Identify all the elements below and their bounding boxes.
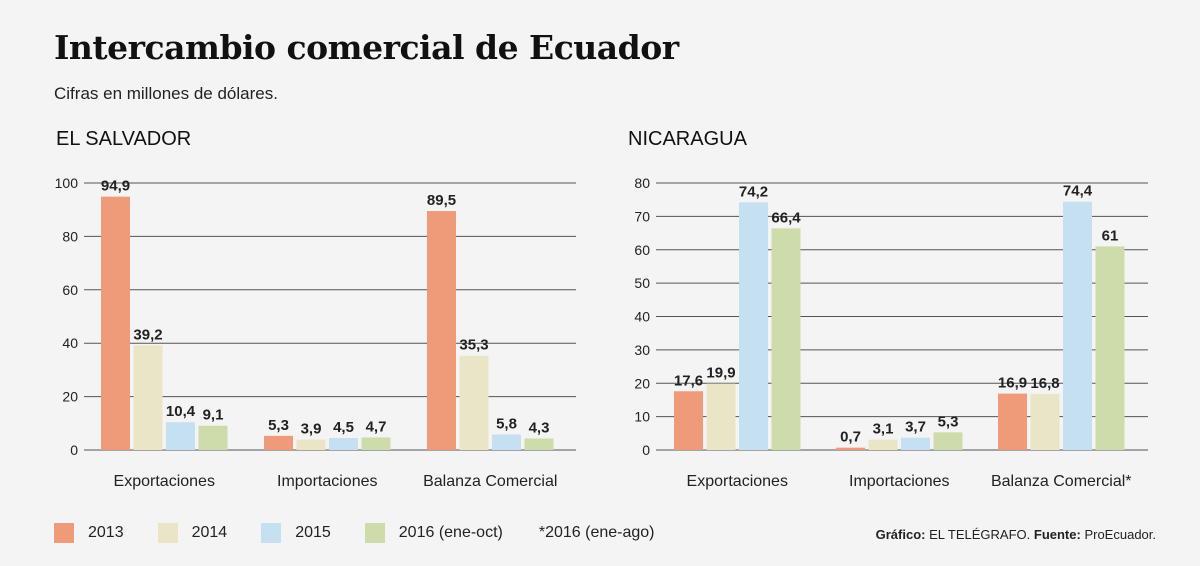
el-salvador-y-tick-label: 40 <box>62 335 78 351</box>
nicaragua-bar-exportaciones-2014 <box>706 383 736 450</box>
el-salvador-y-tick-label: 0 <box>70 442 78 458</box>
credit-line: Gráfico: EL TELÉGRAFO. Fuente: ProEcuado… <box>876 527 1156 542</box>
legend-item-2016: 2016 (ene-oct) <box>364 523 503 543</box>
nicaragua-bar-exportaciones-2015 <box>739 202 768 450</box>
nicaragua-data-label: 66,4 <box>771 209 801 226</box>
nicaragua-y-tick-label: 40 <box>634 309 650 325</box>
el-salvador-y-tick-label: 20 <box>62 389 78 405</box>
el-salvador-bar-exportaciones-2015 <box>166 422 195 450</box>
nicaragua-data-label: 16,8 <box>1030 375 1059 392</box>
chart-nicaragua: 0 10 20 30 40 50 60 70 80 17,6 19,9 74,266,4 Exporta… <box>634 175 1148 490</box>
nicaragua-bar-balanza-comercial-2016-ene-oct <box>1095 246 1125 450</box>
el-salvador-data-label: 4,3 <box>529 420 550 437</box>
el-salvador-category-label: Balanza Comercial <box>423 473 557 490</box>
el-salvador-category-label: Importaciones <box>277 473 378 490</box>
el-salvador-bar-importaciones-2013 <box>264 435 293 450</box>
nicaragua-category-label: Exportaciones <box>687 473 788 490</box>
credit-fuente-label: Fuente: <box>1033 527 1081 542</box>
nicaragua-y-tick-label: 20 <box>634 375 650 391</box>
legend-swatch-2013 <box>54 523 74 543</box>
nicaragua-data-label: 19,9 <box>706 365 735 382</box>
legend-item-2015: 2015 <box>261 523 331 543</box>
legend-swatch-2016 <box>364 523 385 543</box>
legend-item-2013: 2013 <box>54 523 124 543</box>
nicaragua-bar-importaciones-2016-ene-oct <box>933 432 963 450</box>
el-salvador-data-label: 94,9 <box>101 178 130 195</box>
nicaragua-data-label: 17,6 <box>674 372 703 389</box>
nicaragua-y-tick-label: 30 <box>634 342 650 358</box>
credit-fuente-value: ProEcuador. <box>1084 527 1156 542</box>
legend: 2013 2014 2015 2016 (ene-oct) *2016 (ene… <box>54 523 654 543</box>
nicaragua-data-label: 74,2 <box>739 183 768 200</box>
el-salvador-bar-balanza-comercial-2015 <box>492 434 521 450</box>
credit-grafico-label: Gráfico: <box>875 527 926 542</box>
el-salvador-bar-exportaciones-2013 <box>101 196 130 450</box>
legend-footnote: *2016 (ene-ago) <box>538 524 655 541</box>
legend-label-2014: 2014 <box>191 524 228 541</box>
el-salvador-data-label: 3,9 <box>301 421 322 438</box>
nicaragua-bar-exportaciones-2016-ene-oct <box>771 228 801 450</box>
nicaragua-category-label: Balanza Comercial* <box>991 473 1132 490</box>
el-salvador-bar-balanza-comercial-2016-ene-oct <box>524 438 554 450</box>
el-salvador-y-tick-label: 60 <box>62 282 78 298</box>
nicaragua-y-tick-label: 50 <box>634 275 650 291</box>
panel-title-el-salvador: EL SALVADOR <box>56 128 192 150</box>
panel-title-nicaragua: NICARAGUA <box>628 128 747 150</box>
nicaragua-bar-balanza-comercial-2015 <box>1063 201 1092 450</box>
legend-label-2015: 2015 <box>295 524 331 541</box>
page-subtitle: Cifras en millones de dólares. <box>54 84 278 103</box>
nicaragua-data-label: 16,9 <box>998 375 1027 392</box>
nicaragua-data-label: 61 <box>1102 227 1119 244</box>
nicaragua-bar-balanza-comercial-2014 <box>1030 393 1060 450</box>
nicaragua-bar-importaciones-2015 <box>901 437 930 450</box>
el-salvador-data-label: 4,5 <box>333 419 354 436</box>
legend-swatch-2015 <box>261 523 282 543</box>
el-salvador-bar-balanza-comercial-2013 <box>427 211 456 450</box>
nicaragua-y-tick-label: 70 <box>634 208 650 224</box>
legend-item-2014: 2014 <box>157 523 228 543</box>
page-title: Intercambio comercial de Ecuador <box>54 28 679 67</box>
el-salvador-data-label: 5,3 <box>268 417 289 434</box>
el-salvador-y-tick-label: 100 <box>55 175 79 191</box>
el-salvador-bar-balanza-comercial-2014 <box>459 355 489 450</box>
el-salvador-bar-importaciones-2015 <box>329 437 358 450</box>
el-salvador-bar-importaciones-2014 <box>296 439 326 450</box>
nicaragua-data-label: 74,4 <box>1063 183 1093 200</box>
el-salvador-data-label: 89,5 <box>427 192 456 209</box>
nicaragua-bar-balanza-comercial-2013 <box>998 393 1027 450</box>
nicaragua-y-tick-label: 60 <box>634 242 650 258</box>
nicaragua-data-label: 0,7 <box>840 429 861 446</box>
legend-swatch-2014 <box>157 523 178 543</box>
legend-label-2013: 2013 <box>88 524 124 541</box>
credit-grafico-value: EL TELÉGRAFO. <box>929 527 1031 542</box>
chart-el-salvador: 0 20 40 60 80 100 94,9 39,2 10,4 9,1 Exportaciones… <box>55 175 576 490</box>
el-salvador-y-tick-label: 80 <box>62 228 78 244</box>
nicaragua-data-label: 5,3 <box>938 413 959 430</box>
nicaragua-y-tick-label: 0 <box>642 442 650 458</box>
nicaragua-bar-exportaciones-2013 <box>674 391 703 450</box>
el-salvador-data-label: 5,8 <box>496 416 517 433</box>
el-salvador-bar-exportaciones-2014 <box>133 345 163 450</box>
nicaragua-bar-importaciones-2013 <box>836 447 865 450</box>
nicaragua-y-tick-label: 10 <box>634 409 650 425</box>
nicaragua-bar-importaciones-2014 <box>868 439 898 450</box>
el-salvador-data-label: 4,7 <box>366 418 387 435</box>
nicaragua-data-label: 3,1 <box>873 421 894 438</box>
el-salvador-data-label: 10,4 <box>166 403 196 420</box>
el-salvador-bar-importaciones-2016-ene-oct <box>361 437 391 450</box>
el-salvador-bar-exportaciones-2016-ene-oct <box>198 425 228 450</box>
el-salvador-category-label: Exportaciones <box>114 473 215 490</box>
legend-label-2016: 2016 (ene-oct) <box>398 524 503 541</box>
el-salvador-data-label: 35,3 <box>459 337 488 354</box>
nicaragua-category-label: Importaciones <box>849 473 950 490</box>
el-salvador-data-label: 39,2 <box>133 326 162 343</box>
nicaragua-y-tick-label: 80 <box>634 175 650 191</box>
nicaragua-data-label: 3,7 <box>905 419 926 436</box>
el-salvador-data-label: 9,1 <box>203 407 224 424</box>
